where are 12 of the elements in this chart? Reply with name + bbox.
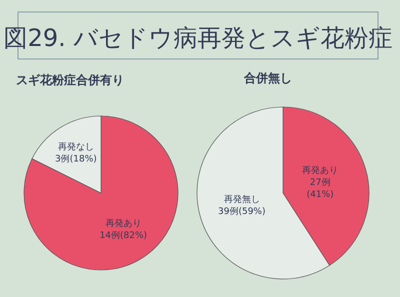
slice-label: 再発なし: [58, 141, 94, 152]
pie-slice: [24, 116, 178, 270]
data-label: 3例(18%): [54, 153, 97, 164]
chart-title: 図29. バセドウ病再発とスギ花粉症: [4, 24, 392, 52]
chart-subtitle: スギ花粉症合併有り: [16, 73, 124, 87]
slice-label: 再発あり: [302, 165, 338, 176]
data-label: 27例 (41%): [306, 177, 334, 200]
data-label: 39例(59%): [218, 206, 266, 218]
slice-label: 再発あり: [105, 218, 142, 230]
data-label: 14例(82%): [100, 230, 148, 242]
chart-title: 合併無し: [243, 71, 292, 85]
slice-label: 再発無し: [224, 194, 260, 206]
